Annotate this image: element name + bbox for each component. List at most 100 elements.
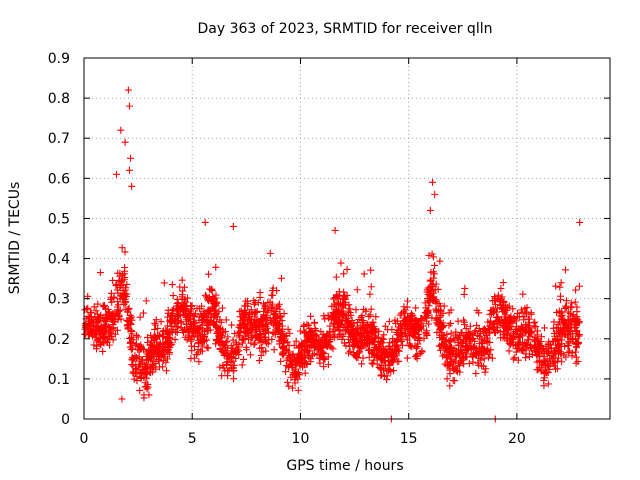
data-point <box>221 328 229 336</box>
data-point <box>564 348 572 356</box>
data-point <box>554 354 562 362</box>
data-point <box>566 347 574 355</box>
data-point <box>342 342 350 350</box>
data-point <box>575 318 583 326</box>
data-points <box>81 86 584 423</box>
data-point <box>484 338 492 346</box>
data-point <box>230 375 238 383</box>
data-point <box>273 287 281 295</box>
data-point <box>243 297 251 305</box>
data-point <box>179 287 187 295</box>
data-point <box>282 345 290 353</box>
data-point <box>421 309 429 317</box>
data-point <box>399 321 407 329</box>
data-point <box>286 329 294 337</box>
data-point <box>383 372 391 380</box>
data-point <box>343 265 351 273</box>
data-point <box>427 268 435 276</box>
data-point <box>515 313 523 321</box>
data-point <box>192 310 200 318</box>
data-point <box>84 304 92 312</box>
data-point <box>197 313 205 321</box>
data-point <box>237 307 245 315</box>
data-point <box>188 347 196 355</box>
data-point <box>173 328 181 336</box>
data-point <box>409 325 417 333</box>
data-point <box>186 323 194 331</box>
data-point <box>310 350 318 358</box>
data-point <box>288 362 296 370</box>
data-point <box>232 354 240 362</box>
data-point <box>168 281 176 289</box>
data-point <box>576 218 584 226</box>
data-point <box>147 348 155 356</box>
data-point <box>441 345 449 353</box>
data-point <box>563 325 571 333</box>
data-point <box>125 166 133 174</box>
data-point <box>264 340 272 348</box>
y-tick-label: 0.9 <box>48 51 70 67</box>
data-point <box>520 316 528 324</box>
data-point <box>486 318 494 326</box>
data-point <box>252 322 260 330</box>
data-point <box>122 298 130 306</box>
data-point <box>522 340 530 348</box>
data-point <box>522 354 530 362</box>
data-point <box>491 328 499 336</box>
data-point <box>250 341 258 349</box>
data-point <box>231 330 239 338</box>
data-point <box>477 356 485 364</box>
data-point <box>367 305 375 313</box>
data-point <box>524 336 532 344</box>
data-point <box>259 325 267 333</box>
data-point <box>239 355 247 363</box>
data-point <box>133 332 141 340</box>
data-point <box>228 321 236 329</box>
data-point <box>490 320 498 328</box>
data-point <box>283 378 291 386</box>
data-point <box>253 330 261 338</box>
data-point <box>269 329 277 337</box>
data-point <box>439 352 447 360</box>
data-point <box>344 335 352 343</box>
data-point <box>183 327 191 335</box>
data-point <box>572 353 580 361</box>
data-point <box>241 316 249 324</box>
data-point <box>367 283 375 291</box>
data-point <box>544 361 552 369</box>
data-point <box>300 321 308 329</box>
data-point <box>162 358 170 366</box>
data-point <box>181 311 189 319</box>
data-point <box>565 339 573 347</box>
data-point <box>544 368 552 376</box>
y-tick-label: 0.2 <box>48 332 70 348</box>
data-point <box>224 333 232 341</box>
data-point <box>235 333 243 341</box>
data-point <box>494 291 502 299</box>
data-point <box>455 341 463 349</box>
data-point <box>417 325 425 333</box>
data-point <box>562 302 570 310</box>
data-point <box>117 126 125 134</box>
data-point <box>292 365 300 373</box>
data-point <box>489 325 497 333</box>
data-point <box>482 329 490 337</box>
data-point <box>571 348 579 356</box>
data-point <box>163 367 171 375</box>
data-point <box>330 295 338 303</box>
data-point <box>518 308 526 316</box>
data-point <box>522 322 530 330</box>
data-point <box>268 300 276 308</box>
data-point <box>506 318 514 326</box>
data-point <box>201 218 209 226</box>
data-point <box>256 289 264 297</box>
data-point <box>469 350 477 358</box>
data-point <box>337 259 345 267</box>
data-point <box>407 312 415 320</box>
data-point <box>222 316 230 324</box>
data-point <box>481 334 489 342</box>
data-point <box>530 342 538 350</box>
data-point <box>443 375 451 383</box>
data-point <box>124 325 132 333</box>
data-point <box>331 333 339 341</box>
